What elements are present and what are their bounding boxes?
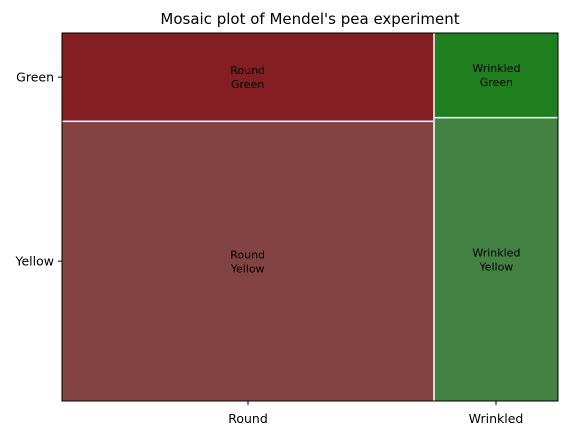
- y-axis: Yellow Green: [15, 70, 62, 269]
- cell-label-round-green-line2: Green: [231, 78, 264, 91]
- mosaic-cell-round-yellow: [62, 122, 434, 401]
- cell-label-round-yellow-line2: Yellow: [230, 263, 265, 276]
- cell-label-round-yellow-line1: Round: [230, 249, 265, 262]
- y-tick-label-yellow: Yellow: [15, 254, 54, 269]
- cell-label-wrinkled-yellow-line2: Yellow: [478, 261, 513, 274]
- chart-title: Mosaic plot of Mendel's pea experiment: [160, 10, 459, 28]
- plot-frame: [61, 32, 559, 402]
- cell-label-round-green-line1: Round: [230, 64, 265, 77]
- cell-label-wrinkled-yellow-line1: Wrinkled: [472, 247, 520, 260]
- mosaic-cell-wrinkled-yellow: [434, 118, 558, 401]
- x-axis: Round Wrinkled: [228, 401, 523, 426]
- y-tick-label-green: Green: [16, 70, 54, 85]
- cell-label-wrinkled-green-line2: Green: [480, 76, 513, 89]
- mosaic-cell-wrinkled-green: [434, 33, 558, 117]
- x-tick-label-wrinkled: Wrinkled: [469, 411, 524, 426]
- mosaic-cells: RoundYellowRoundGreenWrinkledYellowWrink…: [62, 33, 558, 401]
- x-tick-label-round: Round: [228, 411, 268, 426]
- cell-label-wrinkled-green-line1: Wrinkled: [472, 62, 520, 75]
- mosaic-cell-round-green: [62, 33, 434, 121]
